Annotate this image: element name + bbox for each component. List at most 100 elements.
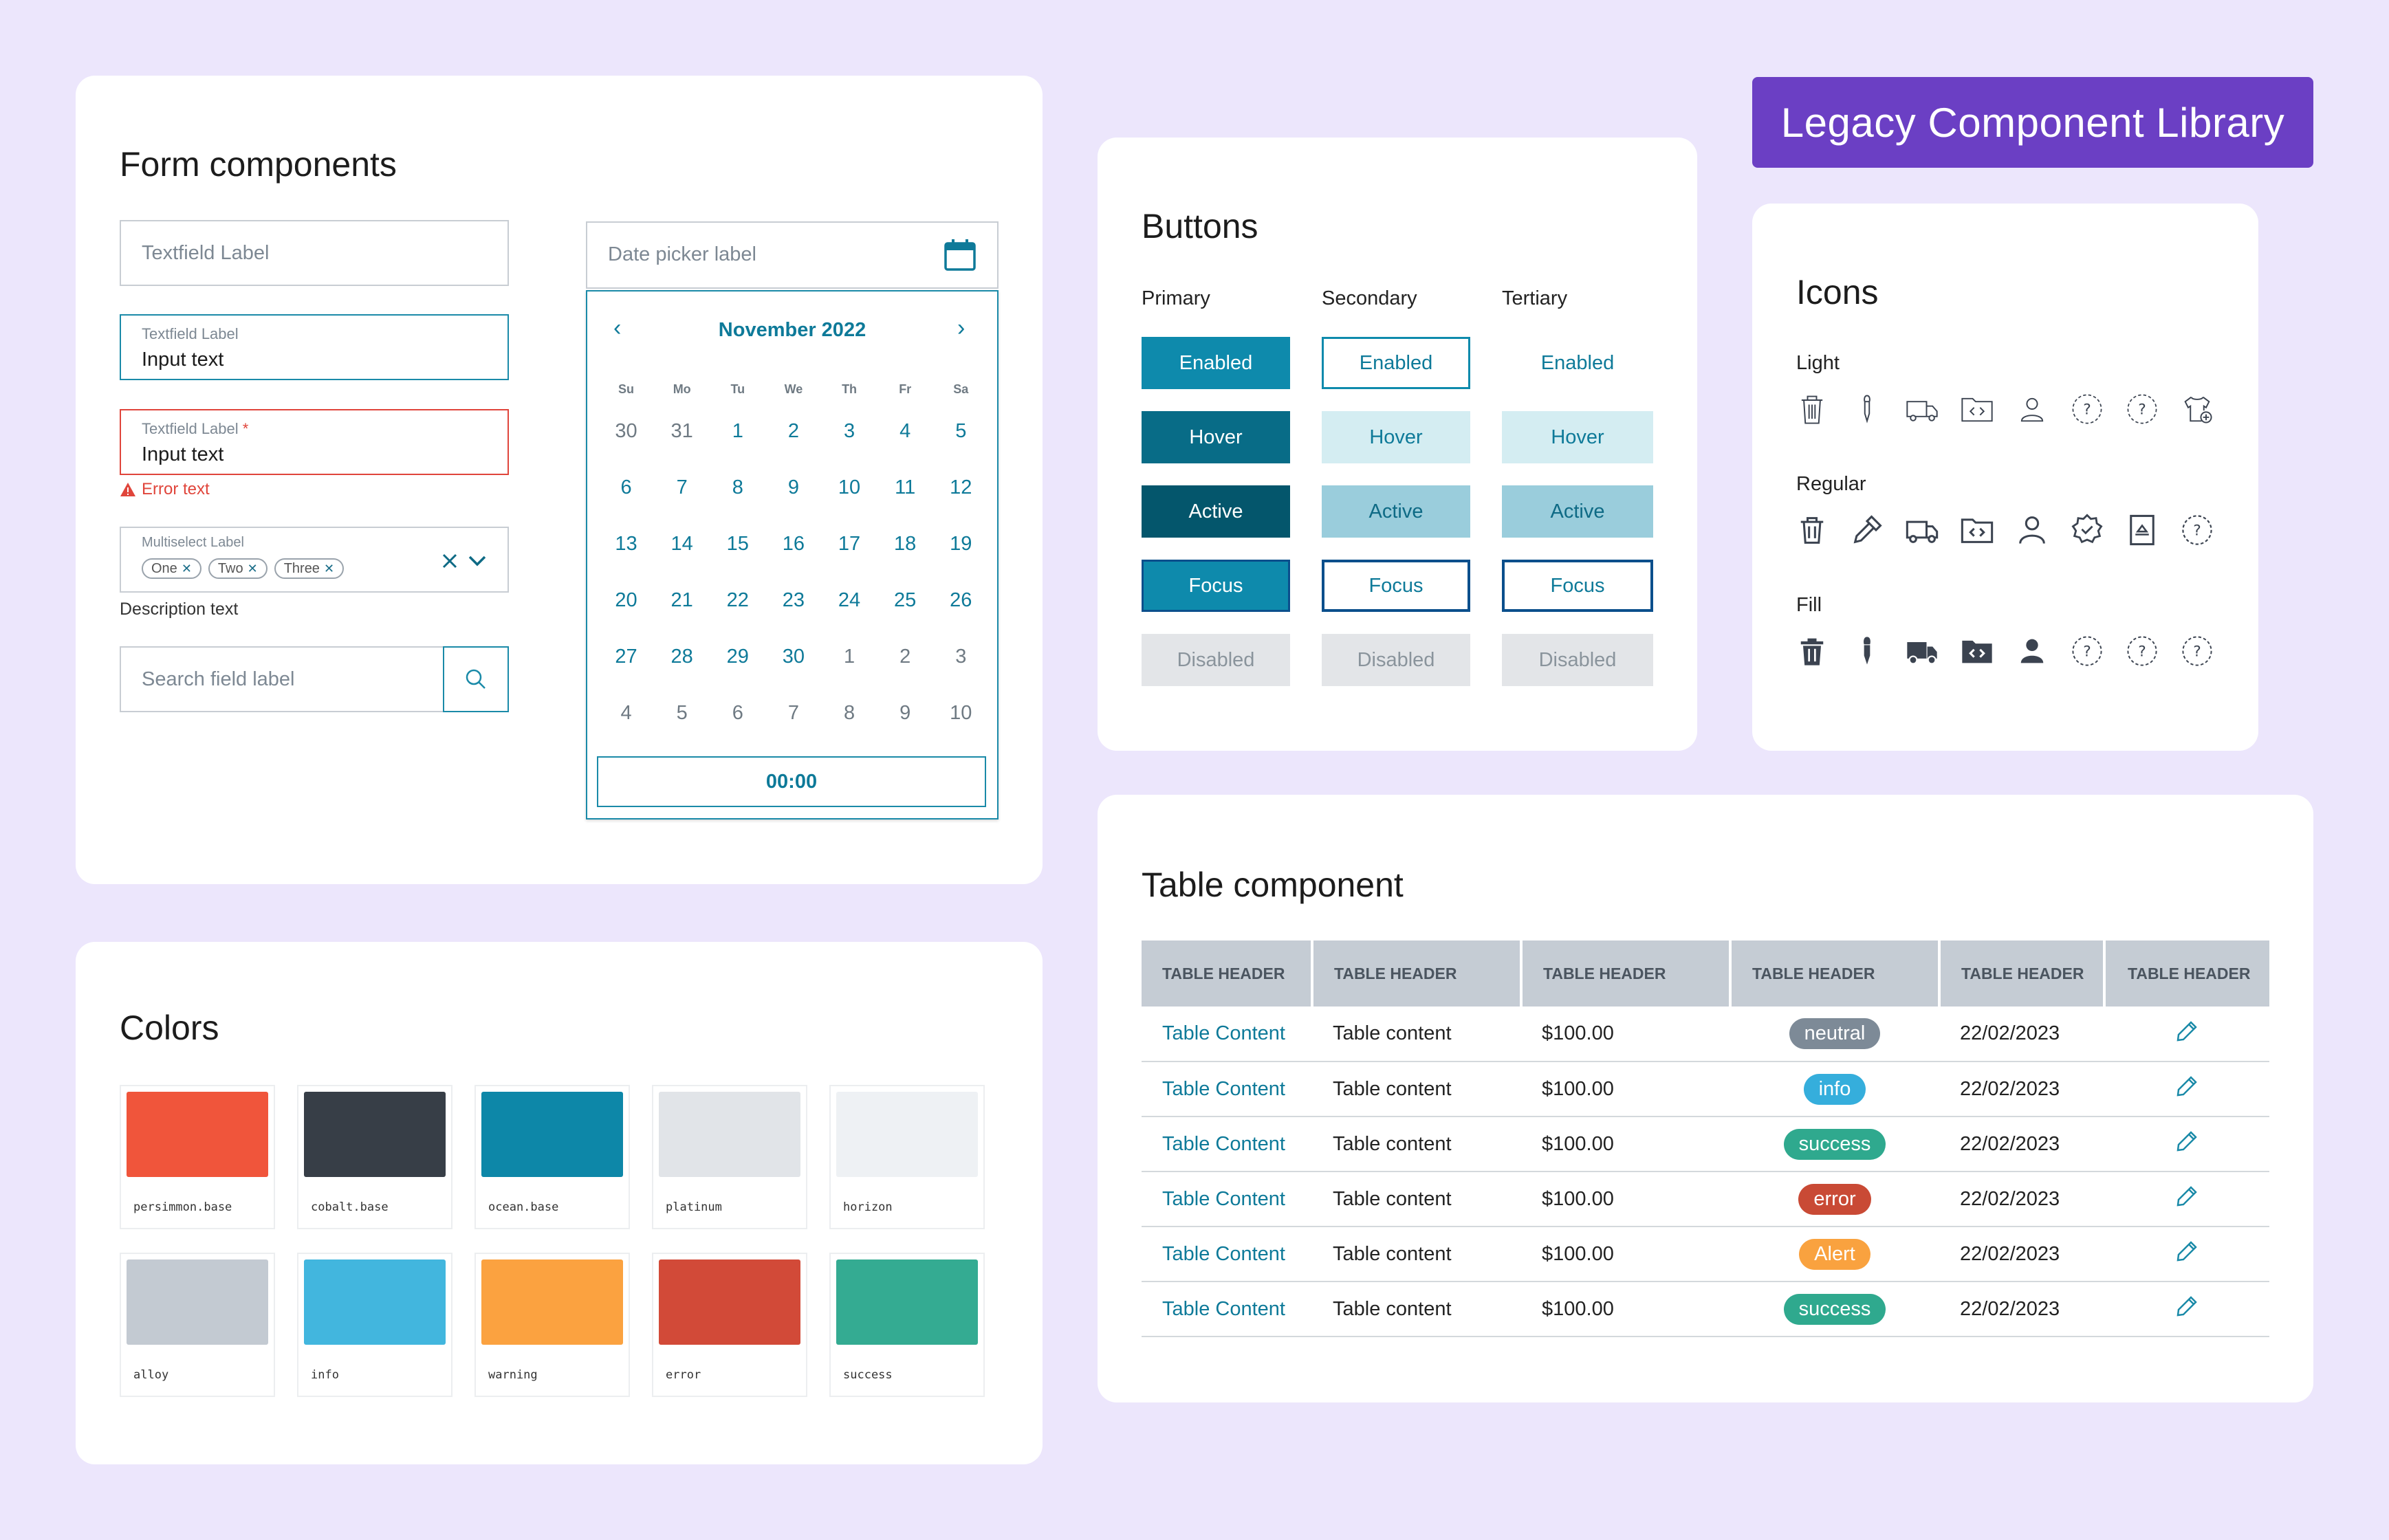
badge-icon[interactable]	[2067, 510, 2107, 550]
pipette-icon[interactable]	[1847, 510, 1887, 550]
calendar-day[interactable]: 7	[676, 476, 688, 498]
textfield-empty[interactable]: Textfield Label	[120, 220, 509, 286]
pencil-icon[interactable]	[2174, 1239, 2199, 1264]
pencil-icon[interactable]	[2174, 1294, 2199, 1319]
secondary-disabled-button[interactable]: Disabled	[1322, 634, 1470, 686]
pencil-icon[interactable]	[2174, 1019, 2199, 1044]
table-link[interactable]: Table Content	[1142, 1006, 1312, 1062]
calendar-day[interactable]: 7	[787, 701, 799, 724]
help-icon[interactable]: ?	[2122, 389, 2162, 429]
tertiary-disabled-button[interactable]: Disabled	[1502, 634, 1653, 686]
search-field[interactable]: Search field label	[120, 646, 509, 712]
table-header-cell[interactable]: TABLE HEADER	[1521, 940, 1732, 1006]
calendar-day[interactable]: 13	[615, 532, 637, 555]
calendar-day[interactable]: 26	[950, 588, 972, 611]
calendar-day[interactable]: 10	[838, 476, 861, 498]
table-header-cell[interactable]: TABLE HEADER	[1312, 940, 1523, 1006]
pencil-icon[interactable]	[2174, 1129, 2199, 1154]
chip-three[interactable]: Three ✕	[274, 558, 345, 579]
calendar-day[interactable]: 3	[955, 645, 967, 668]
help-icon[interactable]: ?	[2122, 631, 2162, 671]
tertiary-hover-button[interactable]: Hover	[1502, 411, 1653, 463]
calendar-day[interactable]: 5	[676, 701, 688, 724]
calendar-day[interactable]: 17	[838, 532, 861, 555]
truck-icon[interactable]	[1902, 510, 1942, 550]
document-icon[interactable]	[2122, 510, 2162, 550]
search-button[interactable]	[443, 646, 509, 712]
calendar-day[interactable]: 9	[787, 476, 799, 498]
tertiary-enabled-button[interactable]: Enabled	[1502, 337, 1653, 389]
trash-icon[interactable]	[1792, 510, 1832, 550]
user-icon[interactable]	[2012, 510, 2052, 550]
trash-icon[interactable]	[1792, 389, 1832, 429]
trash-icon[interactable]	[1792, 631, 1832, 671]
calendar-day[interactable]: 5	[955, 419, 967, 442]
secondary-hover-button[interactable]: Hover	[1322, 411, 1470, 463]
calendar-day[interactable]: 14	[670, 532, 693, 555]
help-icon[interactable]: ?	[2067, 631, 2107, 671]
chevron-right-icon[interactable]: ›	[957, 315, 966, 341]
shirt-add-icon[interactable]	[2177, 389, 2217, 429]
calendar-day[interactable]: 23	[782, 588, 805, 611]
calendar-day[interactable]: 3	[843, 419, 855, 442]
table-header-cell[interactable]: TABLE HEADER	[1730, 940, 1941, 1006]
calendar-day[interactable]: 10	[950, 701, 972, 724]
calendar-day[interactable]: 8	[732, 476, 743, 498]
table-link[interactable]: Table Content	[1142, 1172, 1312, 1227]
calendar-day[interactable]: 1	[732, 419, 743, 442]
calendar-day[interactable]: 28	[670, 645, 693, 668]
calendar-day[interactable]: 16	[782, 532, 805, 555]
calendar-day[interactable]: 8	[843, 701, 855, 724]
pencil-icon[interactable]	[2174, 1074, 2199, 1099]
primary-focus-button[interactable]: Focus	[1142, 560, 1290, 612]
multiselect-field[interactable]: Multiselect Label One ✕ Two ✕ Three ✕	[120, 527, 509, 593]
chevron-left-icon[interactable]: ‹	[613, 315, 622, 341]
calendar-day[interactable]: 19	[950, 532, 972, 555]
calendar-day[interactable]: 11	[895, 476, 916, 498]
calendar-day[interactable]: 9	[899, 701, 911, 724]
secondary-active-button[interactable]: Active	[1322, 485, 1470, 538]
help-icon[interactable]: ?	[2177, 631, 2217, 671]
calendar-day[interactable]: 25	[894, 588, 917, 611]
primary-enabled-button[interactable]: Enabled	[1142, 337, 1290, 389]
calendar-day[interactable]: 22	[726, 588, 749, 611]
chip-remove-icon[interactable]: ✕	[323, 561, 335, 575]
primary-disabled-button[interactable]: Disabled	[1142, 634, 1290, 686]
table-header-cell[interactable]: TABLE HEADER	[2104, 940, 2269, 1006]
help-icon[interactable]: ?	[2177, 510, 2217, 550]
calendar-day[interactable]: 6	[620, 476, 632, 498]
clear-icon[interactable]	[441, 553, 458, 569]
calendar-day[interactable]: 31	[670, 419, 693, 442]
calendar-icon[interactable]	[943, 238, 977, 272]
calendar-day[interactable]: 12	[950, 476, 972, 498]
calendar-day[interactable]: 29	[726, 645, 749, 668]
table-link[interactable]: Table Content	[1142, 1062, 1312, 1117]
secondary-enabled-button[interactable]: Enabled	[1322, 337, 1470, 389]
primary-hover-button[interactable]: Hover	[1142, 411, 1290, 463]
chip-one[interactable]: One ✕	[142, 558, 201, 579]
chevron-down-icon[interactable]	[468, 554, 487, 568]
help-icon[interactable]: ?	[2067, 389, 2107, 429]
table-link[interactable]: Table Content	[1142, 1282, 1312, 1337]
pipette-icon[interactable]	[1847, 631, 1887, 671]
table-header-cell[interactable]: TABLE HEADER	[1939, 940, 2106, 1006]
datepicker-field[interactable]: Date picker label	[586, 221, 999, 289]
table-header-cell[interactable]: TABLE HEADER	[1142, 940, 1313, 1006]
table-link[interactable]: Table Content	[1142, 1116, 1312, 1172]
tertiary-active-button[interactable]: Active	[1502, 485, 1653, 538]
calendar-day[interactable]: 2	[899, 645, 911, 668]
tertiary-focus-button[interactable]: Focus	[1502, 560, 1653, 612]
calendar-day[interactable]: 27	[615, 645, 637, 668]
code-folder-icon[interactable]	[1957, 631, 1997, 671]
pencil-icon[interactable]	[2174, 1184, 2199, 1209]
calendar-day[interactable]: 30	[782, 645, 805, 668]
code-folder-icon[interactable]	[1957, 389, 1997, 429]
textfield-error[interactable]: Textfield Label * Input text	[120, 409, 509, 475]
calendar-day[interactable]: 4	[899, 419, 911, 442]
secondary-focus-button[interactable]: Focus	[1322, 560, 1470, 612]
truck-icon[interactable]	[1902, 389, 1942, 429]
calendar-day[interactable]: 2	[787, 419, 799, 442]
calendar-day[interactable]: 1	[843, 645, 855, 668]
user-icon[interactable]	[2012, 389, 2052, 429]
primary-active-button[interactable]: Active	[1142, 485, 1290, 538]
